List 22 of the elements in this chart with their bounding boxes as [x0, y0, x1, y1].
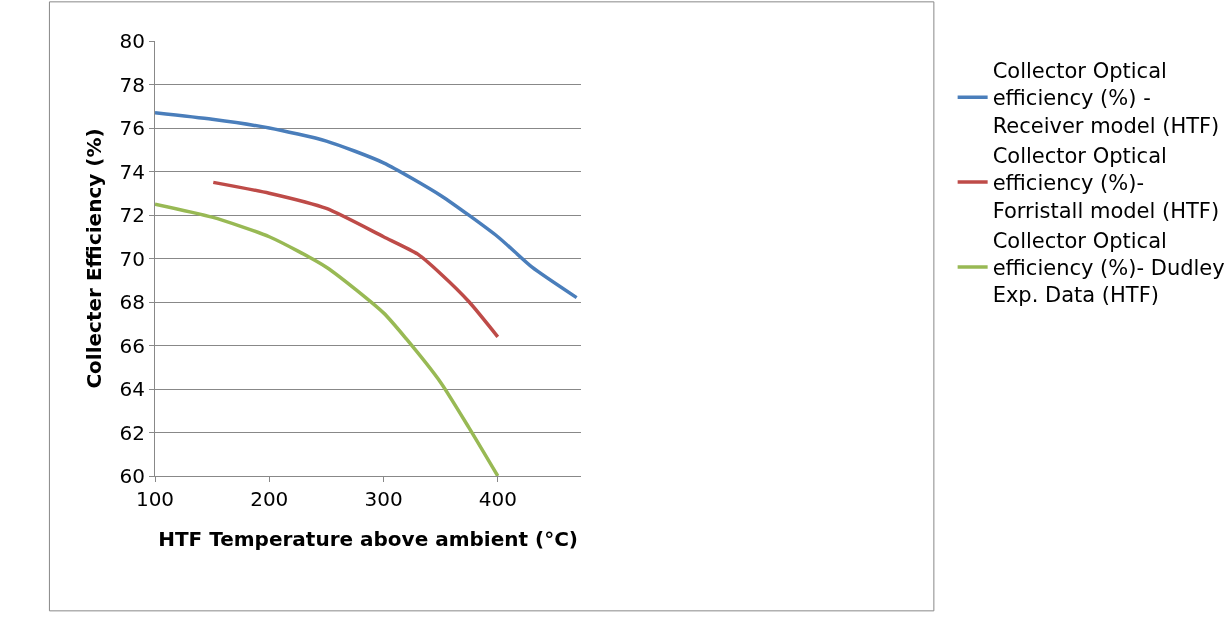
y-tick-label: 62 — [119, 420, 145, 445]
legend-label: Collector Optical efficiency (%)- Forristall model (HTF) — [992, 143, 1220, 223]
y-tick-label: 66 — [119, 333, 145, 358]
y-tick-label: 74 — [119, 159, 145, 184]
line-series — [211, 180, 500, 339]
y-tick-label: 60 — [119, 464, 145, 488]
x-axis-title: HTF Temperature above ambient (°C) — [158, 527, 578, 551]
y-tick-label: 72 — [119, 203, 145, 227]
line-series — [155, 202, 500, 476]
y-tick-label: 68 — [119, 290, 145, 314]
legend-label: Collector Optical efficiency (%)- Dudley Exp. Data (HTF) — [992, 228, 1225, 308]
x-tick-label: 100 — [135, 487, 175, 511]
y-tick-label: 64 — [119, 377, 145, 401]
y-tick-label: 76 — [119, 116, 145, 140]
legend-label: Collector Optical efficiency (%) - Receiver model (HTF) — [992, 59, 1220, 138]
y-tick-label: 70 — [119, 246, 145, 271]
y-tick-label: 78 — [119, 72, 145, 97]
x-tick-label: 400 — [478, 487, 517, 511]
x-tick-label: 200 — [250, 487, 289, 511]
y-axis-title: Collecter Efficiency (%) — [82, 128, 107, 389]
y-tick-label: 80 — [119, 29, 145, 53]
x-tick-label: 300 — [364, 487, 403, 511]
